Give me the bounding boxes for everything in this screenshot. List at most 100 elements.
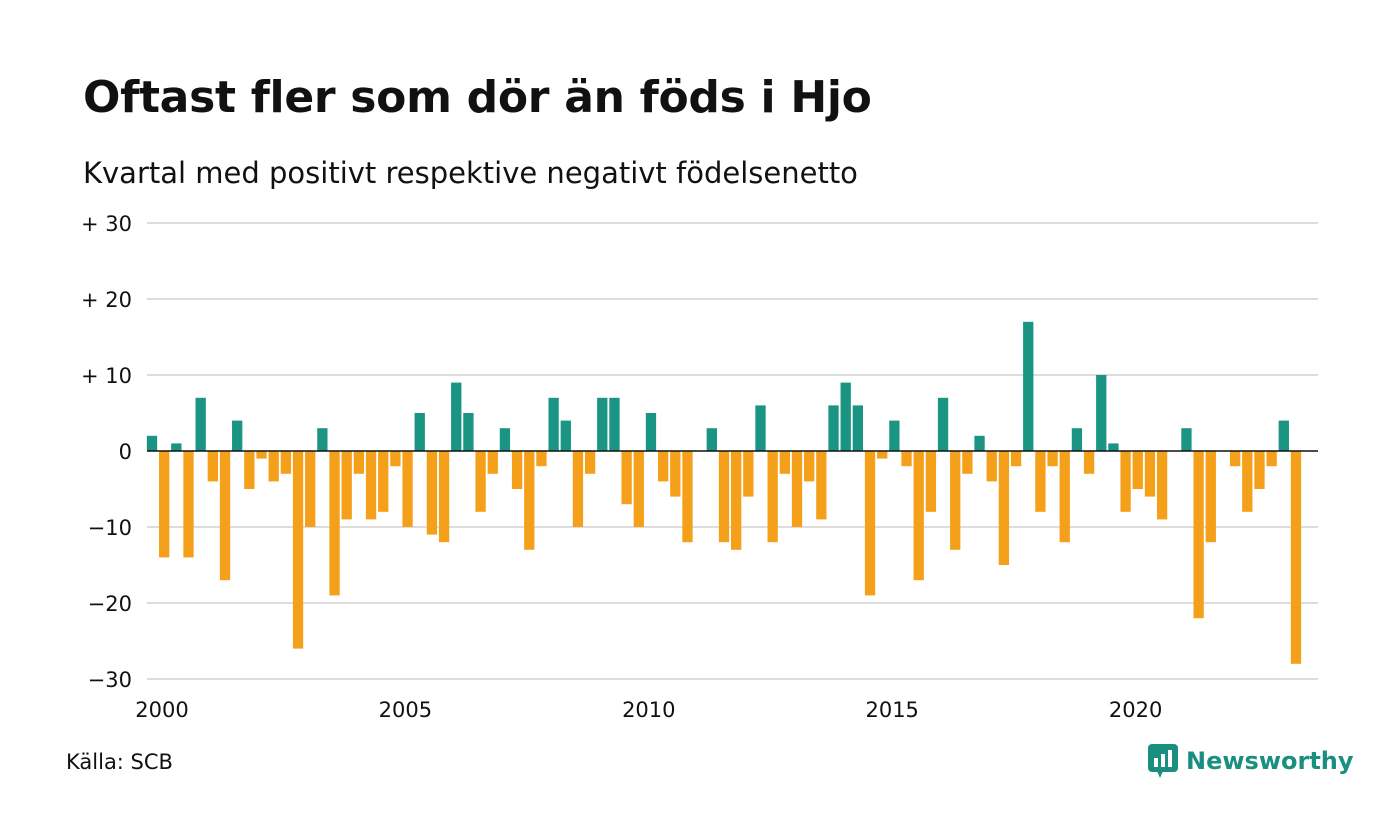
bar bbox=[828, 405, 839, 451]
bar bbox=[621, 451, 632, 505]
bar bbox=[779, 451, 790, 474]
bar bbox=[317, 428, 328, 451]
bar bbox=[499, 428, 511, 451]
bar bbox=[329, 451, 340, 596]
bar bbox=[1266, 451, 1277, 467]
y-tick-label: + 10 bbox=[81, 364, 132, 388]
y-tick-label: −20 bbox=[88, 592, 132, 616]
bar bbox=[159, 451, 170, 558]
x-tick-label: 2010 bbox=[622, 698, 675, 722]
bar bbox=[937, 397, 949, 451]
bar bbox=[560, 420, 571, 451]
chart-subtitle: Kvartal med positivt respektive negativt… bbox=[83, 156, 858, 190]
newsworthy-logo-icon bbox=[1148, 744, 1178, 778]
bar bbox=[426, 451, 438, 535]
bar bbox=[633, 451, 644, 527]
bar bbox=[244, 451, 255, 489]
bar bbox=[962, 451, 973, 474]
bar bbox=[536, 451, 547, 467]
bar bbox=[609, 397, 620, 451]
bar bbox=[1144, 451, 1156, 497]
bar bbox=[1047, 451, 1058, 467]
bar bbox=[207, 451, 218, 482]
bar bbox=[183, 451, 194, 558]
bar bbox=[950, 451, 961, 550]
bar bbox=[804, 451, 815, 482]
brand-logo: Newsworthy bbox=[1148, 744, 1354, 778]
bar bbox=[755, 405, 766, 451]
bar bbox=[1023, 321, 1034, 451]
brand-name: Newsworthy bbox=[1186, 747, 1354, 775]
chart-title: Oftast fler som dör än föds i Hjo bbox=[83, 72, 872, 123]
bar bbox=[889, 420, 900, 451]
bar bbox=[195, 397, 206, 451]
bar bbox=[280, 451, 292, 474]
bar bbox=[597, 397, 608, 451]
bar bbox=[1229, 451, 1241, 467]
bar bbox=[487, 451, 498, 474]
bar bbox=[1083, 451, 1095, 474]
bar bbox=[1181, 428, 1192, 451]
bar bbox=[657, 451, 669, 482]
bar bbox=[511, 451, 523, 489]
bar bbox=[913, 451, 924, 581]
bar bbox=[901, 451, 912, 467]
y-tick-label: + 20 bbox=[81, 288, 132, 312]
bar bbox=[524, 451, 535, 550]
bar bbox=[463, 413, 474, 451]
bar bbox=[1254, 451, 1265, 489]
bar bbox=[451, 382, 462, 451]
bar bbox=[305, 451, 316, 527]
bar bbox=[414, 413, 425, 451]
bar bbox=[365, 451, 377, 520]
gridlines bbox=[147, 222, 1318, 680]
y-tick-label: + 30 bbox=[81, 212, 132, 236]
bar bbox=[572, 451, 584, 527]
bar bbox=[402, 451, 413, 527]
bar bbox=[670, 451, 681, 497]
bar bbox=[232, 420, 243, 451]
bar bbox=[341, 451, 352, 520]
bar bbox=[584, 451, 596, 474]
bar bbox=[1059, 451, 1070, 543]
bars bbox=[146, 321, 1302, 664]
x-tick-label: 2000 bbox=[135, 698, 188, 722]
bar bbox=[1035, 451, 1046, 512]
bar bbox=[925, 451, 937, 512]
bar bbox=[256, 451, 267, 459]
bar bbox=[1132, 451, 1143, 489]
bar bbox=[475, 451, 486, 512]
x-tick-label: 2020 bbox=[1109, 698, 1162, 722]
bar bbox=[390, 451, 401, 467]
bar bbox=[682, 451, 693, 543]
bar bbox=[852, 405, 864, 451]
bar bbox=[1205, 451, 1216, 543]
bar bbox=[1193, 451, 1204, 619]
y-tick-label: −30 bbox=[88, 668, 132, 692]
bar bbox=[767, 451, 778, 543]
x-tick-label: 2005 bbox=[379, 698, 432, 722]
bar bbox=[864, 451, 876, 596]
bar bbox=[731, 451, 742, 550]
source-note: Källa: SCB bbox=[66, 750, 173, 774]
bar bbox=[1120, 451, 1131, 512]
bar bbox=[840, 382, 851, 451]
bar bbox=[292, 451, 304, 649]
bar bbox=[438, 451, 450, 543]
bar bbox=[986, 451, 997, 482]
bar bbox=[353, 451, 365, 474]
x-axis-ticks: 2000 2005 2010 2015 2020 bbox=[135, 698, 1162, 722]
bar bbox=[548, 397, 559, 451]
y-tick-label: 0 bbox=[119, 440, 132, 464]
bar bbox=[791, 451, 803, 527]
bar bbox=[974, 435, 985, 451]
bar bbox=[1278, 420, 1289, 451]
bar bbox=[171, 443, 182, 451]
bar bbox=[1156, 451, 1168, 520]
bar bbox=[816, 451, 827, 520]
bar bbox=[146, 435, 158, 451]
y-tick-label: −10 bbox=[88, 516, 132, 540]
bar bbox=[1010, 451, 1022, 467]
bar bbox=[645, 413, 657, 451]
